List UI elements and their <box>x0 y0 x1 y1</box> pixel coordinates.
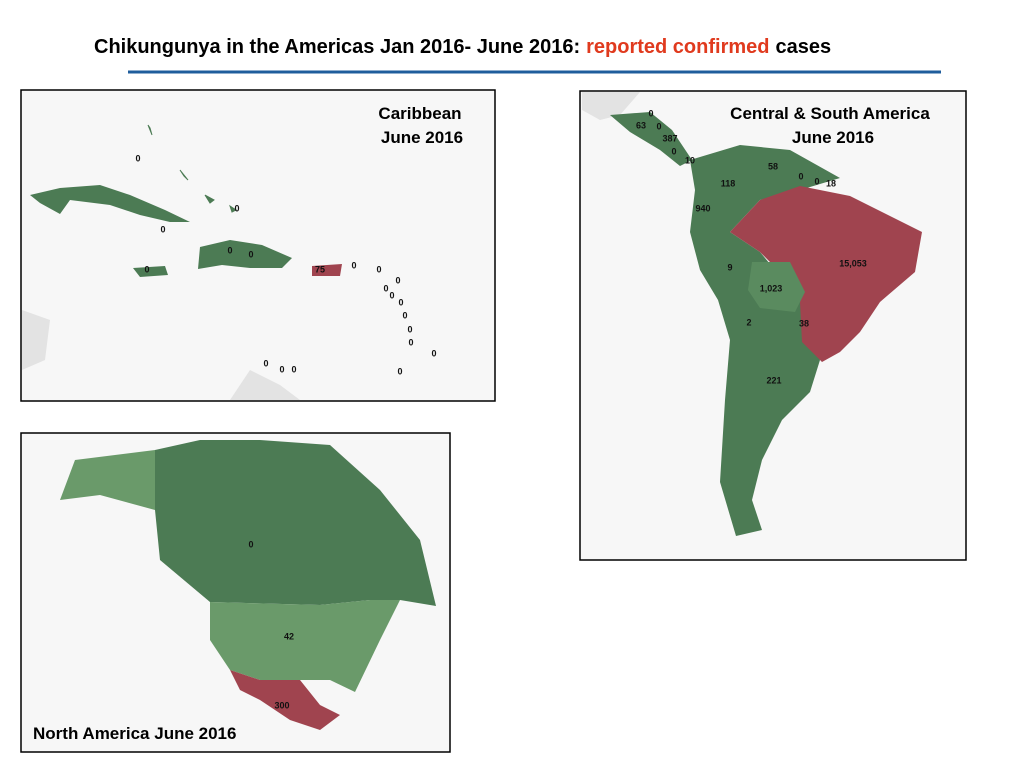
canada <box>155 440 436 606</box>
case-count: 0 <box>351 260 356 270</box>
case-count: 0 <box>248 539 253 549</box>
slide-title: Chikungunya in the Americas Jan 2016- Ju… <box>94 36 831 58</box>
mexico <box>230 670 340 730</box>
case-count: 940 <box>695 203 710 213</box>
case-count: 0 <box>395 275 400 285</box>
case-count: 63 <box>636 120 646 130</box>
case-count: 0 <box>376 264 381 274</box>
case-count: 0 <box>798 171 803 181</box>
case-count: 10 <box>685 155 695 165</box>
case-count: 300 <box>274 700 289 710</box>
case-count: 0 <box>144 264 149 274</box>
case-count: 221 <box>766 375 781 385</box>
case-count: 0 <box>234 203 239 213</box>
case-count: 15,053 <box>839 258 867 268</box>
bolivia <box>748 262 805 312</box>
land <box>22 310 50 370</box>
land <box>582 92 640 120</box>
case-count: 18 <box>826 178 836 188</box>
case-count: 0 <box>135 153 140 163</box>
puerto-rico <box>312 264 342 276</box>
land <box>230 370 300 400</box>
panel-title: June 2016 <box>381 128 463 147</box>
case-count: 0 <box>227 245 232 255</box>
case-count: 58 <box>768 161 778 171</box>
north-america-map <box>20 432 451 753</box>
central-america <box>610 112 692 166</box>
alaska <box>60 450 155 510</box>
case-count: 0 <box>431 348 436 358</box>
case-count: 0 <box>397 366 402 376</box>
jamaica <box>133 266 168 277</box>
case-count: 387 <box>662 133 677 143</box>
united-states <box>210 600 400 692</box>
case-count: 42 <box>284 631 294 641</box>
case-count: 0 <box>279 364 284 374</box>
case-count: 0 <box>408 337 413 347</box>
case-count: 0 <box>671 146 676 156</box>
case-count: 0 <box>407 324 412 334</box>
south-america-map <box>579 90 967 561</box>
case-count: 0 <box>383 283 388 293</box>
panel-title: North America June 2016 <box>33 724 236 743</box>
case-count: 0 <box>648 108 653 118</box>
case-count: 75 <box>315 264 325 274</box>
case-count: 1,023 <box>760 283 783 293</box>
islands <box>147 124 237 213</box>
panel-title: Central & South America <box>730 104 930 123</box>
case-count: 0 <box>398 297 403 307</box>
hispaniola <box>198 240 292 269</box>
case-count: 0 <box>656 121 661 131</box>
case-count: 0 <box>402 310 407 320</box>
case-count: 9 <box>727 262 732 272</box>
title-end: cases <box>775 36 831 58</box>
case-count: 0 <box>291 364 296 374</box>
case-count: 2 <box>746 317 751 327</box>
case-count: 0 <box>389 290 394 300</box>
south-america <box>690 145 840 536</box>
case-count: 0 <box>814 176 819 186</box>
case-count: 38 <box>799 318 809 328</box>
case-count: 0 <box>160 224 165 234</box>
brazil <box>730 186 922 362</box>
title-main: Chikungunya in the Americas Jan 2016- Ju… <box>94 36 580 58</box>
case-count: 0 <box>248 249 253 259</box>
case-count: 0 <box>263 358 268 368</box>
cuba <box>30 185 190 222</box>
case-count: 118 <box>721 178 736 188</box>
title-highlight: reported confirmed <box>586 36 769 58</box>
caribbean-map <box>20 89 496 402</box>
panel-title: June 2016 <box>792 128 874 147</box>
panel-title: Caribbean <box>378 104 461 123</box>
